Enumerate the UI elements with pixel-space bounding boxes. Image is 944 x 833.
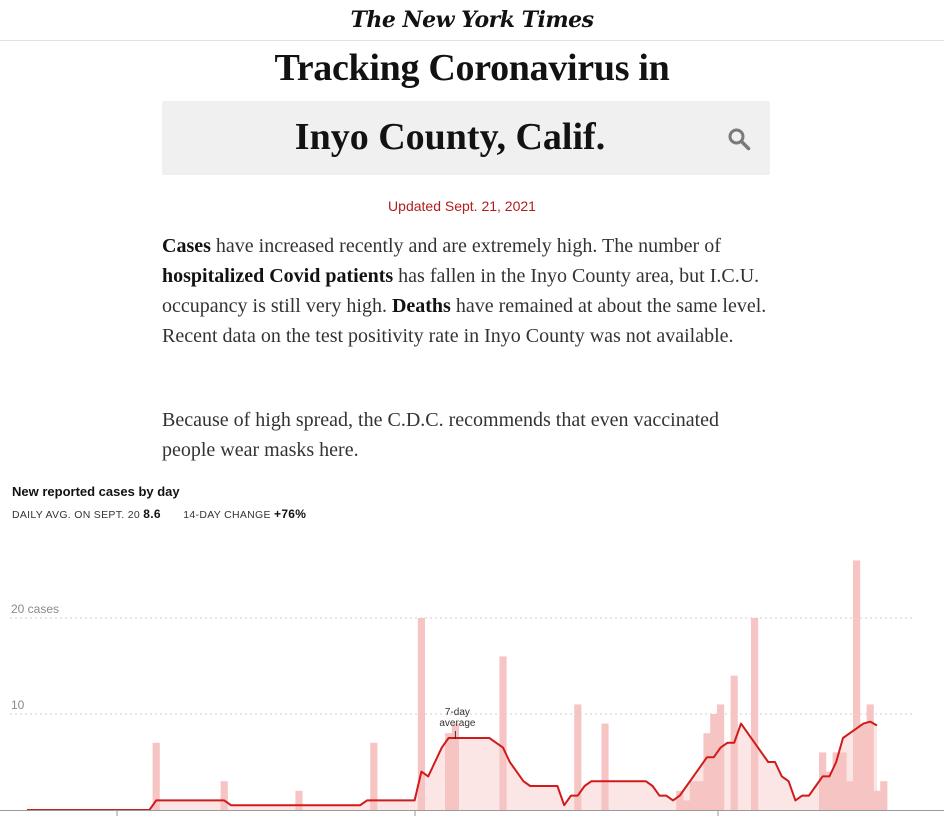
case-bar bbox=[295, 790, 303, 810]
case-bar bbox=[832, 752, 840, 810]
cdc-recommendation-paragraph: Because of high spread, the C.D.C. recom… bbox=[162, 409, 720, 461]
daily-avg-label: DAILY AVG. ON SEPT. 20 bbox=[12, 509, 140, 521]
avg-line bbox=[27, 720, 878, 811]
masthead-logo[interactable]: The New York Times bbox=[350, 7, 594, 33]
chart-stats: DAILY AVG. ON SEPT. 20 8.6 14-DAY CHANGE… bbox=[12, 507, 306, 521]
case-bar bbox=[370, 742, 378, 810]
case-bar bbox=[825, 771, 833, 810]
annotation-label: average bbox=[439, 718, 476, 729]
case-bar bbox=[601, 723, 609, 810]
annotation-label: 7-day bbox=[445, 707, 470, 718]
case-bar bbox=[499, 656, 507, 810]
location-search-box[interactable]: Inyo County, Calif. bbox=[162, 101, 770, 175]
summary-keyword: Cases bbox=[162, 235, 211, 257]
nyt-masthead[interactable]: The New York Times bbox=[0, 0, 944, 41]
change-label: 14-DAY CHANGE bbox=[183, 509, 271, 521]
summary-text: have increased recently and are extremel… bbox=[210, 235, 721, 257]
case-bar bbox=[574, 704, 582, 810]
case-bar bbox=[689, 781, 697, 810]
location-name[interactable]: Inyo County, Calif. bbox=[294, 116, 606, 158]
summary-paragraph: Cases have increased recently and are ex… bbox=[162, 231, 772, 351]
summary-text: has fallen in the Inyo County area, but … bbox=[162, 265, 760, 317]
case-bar bbox=[717, 704, 725, 810]
case-bar bbox=[839, 752, 847, 810]
case-bar bbox=[751, 618, 759, 810]
case-bar bbox=[152, 742, 160, 810]
summary-keyword: Deaths bbox=[391, 295, 451, 317]
case-bar bbox=[417, 618, 425, 810]
case-bar bbox=[683, 800, 691, 810]
y-tick-label: 10 bbox=[11, 698, 25, 712]
case-bar bbox=[710, 714, 718, 810]
y-tick-label: 20 cases bbox=[11, 602, 59, 616]
updated-timestamp: Updated Sept. 21, 2021 bbox=[388, 198, 536, 214]
case-bar bbox=[859, 723, 867, 810]
page-title: Tracking Coronavirus in bbox=[274, 47, 670, 89]
case-bar bbox=[696, 781, 704, 810]
change-value: +76% bbox=[274, 507, 307, 521]
summary-text: have remained at about the same level. R… bbox=[162, 295, 767, 347]
case-bar bbox=[220, 781, 228, 810]
chart-title: New reported cases by day bbox=[12, 484, 180, 499]
case-bar bbox=[846, 781, 854, 810]
case-bar bbox=[676, 790, 684, 810]
daily-avg-value: 8.6 bbox=[143, 507, 161, 521]
case-bar bbox=[873, 790, 881, 810]
case-bar bbox=[703, 733, 711, 810]
case-bar bbox=[451, 723, 459, 810]
case-bar bbox=[853, 560, 861, 810]
search-icon[interactable] bbox=[727, 127, 751, 151]
case-bar bbox=[445, 733, 453, 810]
case-bar bbox=[866, 704, 874, 810]
summary-keyword: hospitalized Covid patients bbox=[162, 265, 394, 287]
case-bar bbox=[819, 752, 827, 810]
case-bar bbox=[880, 781, 888, 810]
